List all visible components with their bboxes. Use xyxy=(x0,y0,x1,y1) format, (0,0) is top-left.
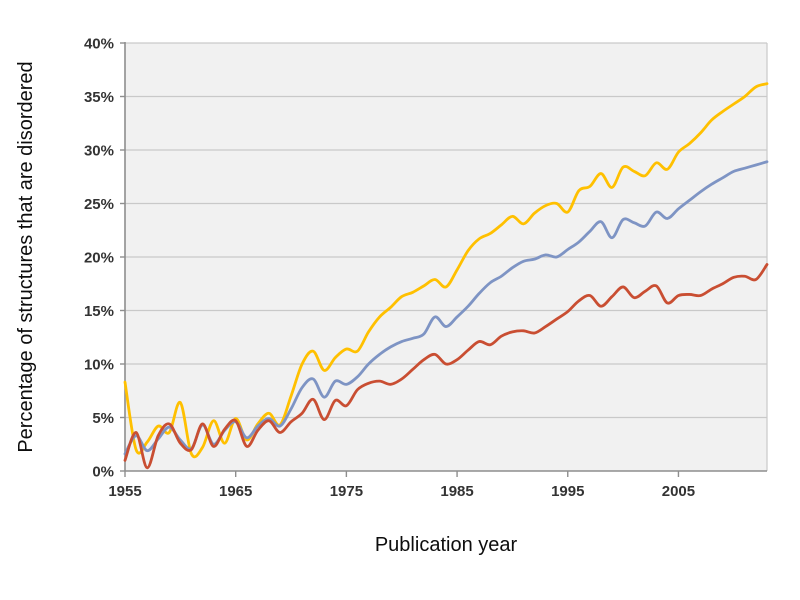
x-tick-label: 1965 xyxy=(219,483,252,500)
series-line-blue xyxy=(123,160,769,456)
x-axis-title: Publication year xyxy=(375,534,518,556)
plot-layer: 0% 5% 10% 15% 20% 25% 30% 35% 40% 1955 1965 1975 198… xyxy=(84,36,769,500)
x-tick-label: 2005 xyxy=(662,483,695,500)
y-axis-title: Percentage of structures that are disord… xyxy=(15,61,37,452)
series-line-yellow xyxy=(123,82,769,459)
y-tick-label: 30% xyxy=(84,143,114,160)
series-line-red xyxy=(123,263,769,470)
y-tick-label: 25% xyxy=(84,196,114,213)
y-tick-label: 5% xyxy=(92,410,114,427)
x-tick-label: 1985 xyxy=(440,483,473,500)
x-tick-label: 1995 xyxy=(551,483,584,500)
y-tick-label: 15% xyxy=(84,303,114,320)
x-tick-label: 1975 xyxy=(330,483,363,500)
y-tick-label: 20% xyxy=(84,250,114,267)
y-tick-label: 10% xyxy=(84,357,114,374)
y-tick-label: 0% xyxy=(92,464,114,481)
x-tick-label: 1955 xyxy=(108,483,141,500)
y-tick-label: 40% xyxy=(84,36,114,53)
y-tick-label: 35% xyxy=(84,89,114,106)
